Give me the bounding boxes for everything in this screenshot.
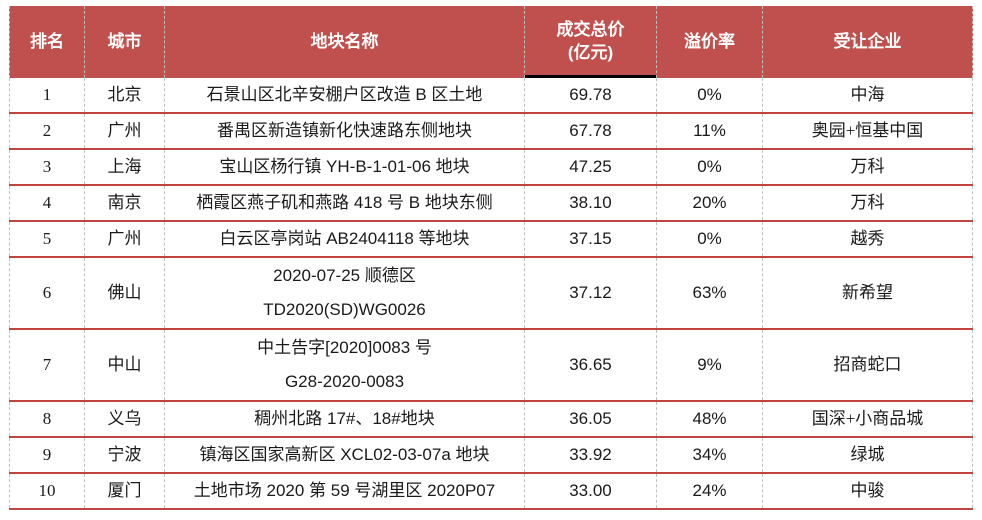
parcel-line: 镇海区国家高新区 XCL02-03-07a 地块: [199, 445, 490, 464]
cell-company: 中骏: [763, 474, 973, 508]
cell-parcel: 中土告字[2020]0083 号 G28-2020-0083: [165, 330, 525, 400]
cell-rank: 7: [9, 330, 85, 400]
cell-rank: 6: [9, 258, 85, 328]
cell-company: 新希望: [763, 258, 973, 328]
parcel-line: TD2020(SD)WG0026: [263, 300, 426, 319]
cell-premium: 20%: [657, 186, 763, 220]
cell-rank: 8: [9, 402, 85, 436]
cell-rank: 3: [9, 150, 85, 184]
cell-parcel: 镇海区国家高新区 XCL02-03-07a 地块: [165, 438, 525, 472]
cell-company: 奥园+恒基中国: [763, 114, 973, 148]
cell-premium: 48%: [657, 402, 763, 436]
cell-city: 中山: [85, 330, 165, 400]
header-cell-parcel: 地块名称: [165, 6, 525, 78]
cell-rank: 10: [9, 474, 85, 508]
header-cell-premium: 溢价率: [657, 6, 763, 78]
cell-price: 47.25: [525, 150, 657, 184]
header-cell-price: 成交总价 (亿元): [525, 6, 657, 78]
land-deals-table: 排名 城市 地块名称 成交总价 (亿元) 溢价率 受让企业 1 北京 石景山区北辛安…: [9, 6, 973, 510]
cell-company: 绿城: [763, 438, 973, 472]
table-row: 6 佛山 2020-07-25 顺德区 TD2020(SD)WG0026 37.12 63…: [9, 258, 973, 330]
cell-premium: 9%: [657, 330, 763, 400]
header-price-label-line1: 成交总价: [556, 20, 625, 40]
cell-city: 广州: [85, 114, 165, 148]
table-body: 1 北京 石景山区北辛安棚户区改造 B 区土地 69.78 0% 中海 2 广州 番禺区新造镇新…: [9, 78, 973, 510]
header-price-label-line2: (亿元): [567, 43, 614, 62]
cell-parcel: 石景山区北辛安棚户区改造 B 区土地: [165, 78, 525, 112]
parcel-line: 2020-07-25 顺德区: [273, 266, 416, 285]
header-rank-label: 排名: [30, 31, 64, 51]
table-header-row: 排名 城市 地块名称 成交总价 (亿元) 溢价率 受让企业: [9, 6, 973, 78]
table-row: 1 北京 石景山区北辛安棚户区改造 B 区土地 69.78 0% 中海: [9, 78, 973, 114]
cell-premium: 11%: [657, 114, 763, 148]
cell-city: 上海: [85, 150, 165, 184]
cell-premium: 0%: [657, 78, 763, 112]
cell-price: 67.78: [525, 114, 657, 148]
cell-price: 37.15: [525, 222, 657, 256]
cell-city: 厦门: [85, 474, 165, 508]
cell-rank: 9: [9, 438, 85, 472]
cell-rank: 1: [9, 78, 85, 112]
cell-premium: 0%: [657, 150, 763, 184]
cell-company: 招商蛇口: [763, 330, 973, 400]
cell-price: 36.65: [525, 330, 657, 400]
parcel-line: 中土告字[2020]0083 号: [257, 338, 432, 357]
cell-premium: 63%: [657, 258, 763, 328]
table-row: 10 厦门 土地市场 2020 第 59 号湖里区 2020P07 33.00 24% 中…: [9, 474, 973, 510]
table-row: 9 宁波 镇海区国家高新区 XCL02-03-07a 地块 33.92 34% 绿城: [9, 438, 973, 474]
parcel-line: 稠州北路 17#、18#地块: [254, 409, 435, 428]
cell-company: 国深+小商品城: [763, 402, 973, 436]
cell-rank: 5: [9, 222, 85, 256]
table-row: 7 中山 中土告字[2020]0083 号 G28-2020-0083 36.65 9% 招…: [9, 330, 973, 402]
cell-premium: 0%: [657, 222, 763, 256]
cell-company: 万科: [763, 150, 973, 184]
cell-rank: 4: [9, 186, 85, 220]
cell-price: 37.12: [525, 258, 657, 328]
cell-price: 69.78: [525, 78, 657, 112]
cell-parcel: 土地市场 2020 第 59 号湖里区 2020P07: [165, 474, 525, 508]
parcel-line: 土地市场 2020 第 59 号湖里区 2020P07: [193, 481, 496, 500]
cell-parcel: 番禺区新造镇新化快速路东侧地块: [165, 114, 525, 148]
cell-premium: 34%: [657, 438, 763, 472]
cell-parcel: 2020-07-25 顺德区 TD2020(SD)WG0026: [165, 258, 525, 328]
cell-parcel: 栖霞区燕子矶和燕路 418 号 B 地块东侧: [165, 186, 525, 220]
table-row: 2 广州 番禺区新造镇新化快速路东侧地块 67.78 11% 奥园+恒基中国: [9, 114, 973, 150]
cell-city: 宁波: [85, 438, 165, 472]
header-parcel-label: 地块名称: [310, 31, 379, 51]
cell-company: 万科: [763, 186, 973, 220]
cell-parcel: 白云区亭岗站 AB2404118 等地块: [165, 222, 525, 256]
header-cell-city: 城市: [85, 6, 165, 78]
cell-city: 南京: [85, 186, 165, 220]
parcel-line: 白云区亭岗站 AB2404118 等地块: [219, 229, 470, 248]
cell-company: 中海: [763, 78, 973, 112]
header-city-label: 城市: [107, 31, 142, 51]
cell-city: 北京: [85, 78, 165, 112]
cell-price: 33.00: [525, 474, 657, 508]
table-row: 3 上海 宝山区杨行镇 YH-B-1-01-06 地块 47.25 0% 万科: [9, 150, 973, 186]
cell-parcel: 宝山区杨行镇 YH-B-1-01-06 地块: [165, 150, 525, 184]
parcel-line: 宝山区杨行镇 YH-B-1-01-06 地块: [219, 157, 470, 176]
cell-price: 38.10: [525, 186, 657, 220]
cell-price: 36.05: [525, 402, 657, 436]
parcel-line: 石景山区北辛安棚户区改造 B 区土地: [206, 85, 483, 104]
cell-price: 33.92: [525, 438, 657, 472]
parcel-line: 番禺区新造镇新化快速路东侧地块: [217, 121, 472, 140]
cell-city: 广州: [85, 222, 165, 256]
cell-company: 越秀: [763, 222, 973, 256]
header-company-label: 受让企业: [833, 31, 902, 51]
header-premium-label: 溢价率: [684, 31, 735, 51]
header-cell-rank: 排名: [9, 6, 85, 78]
table-row: 8 义乌 稠州北路 17#、18#地块 36.05 48% 国深+小商品城: [9, 402, 973, 438]
cell-city: 义乌: [85, 402, 165, 436]
cell-city: 佛山: [85, 258, 165, 328]
parcel-line: G28-2020-0083: [284, 372, 405, 391]
table-row: 4 南京 栖霞区燕子矶和燕路 418 号 B 地块东侧 38.10 20% 万科: [9, 186, 973, 222]
table-row: 5 广州 白云区亭岗站 AB2404118 等地块 37.15 0% 越秀: [9, 222, 973, 258]
header-cell-company: 受让企业: [763, 6, 973, 78]
parcel-line: 栖霞区燕子矶和燕路 418 号 B 地块东侧: [196, 193, 493, 212]
cell-parcel: 稠州北路 17#、18#地块: [165, 402, 525, 436]
cell-premium: 24%: [657, 474, 763, 508]
cell-rank: 2: [9, 114, 85, 148]
